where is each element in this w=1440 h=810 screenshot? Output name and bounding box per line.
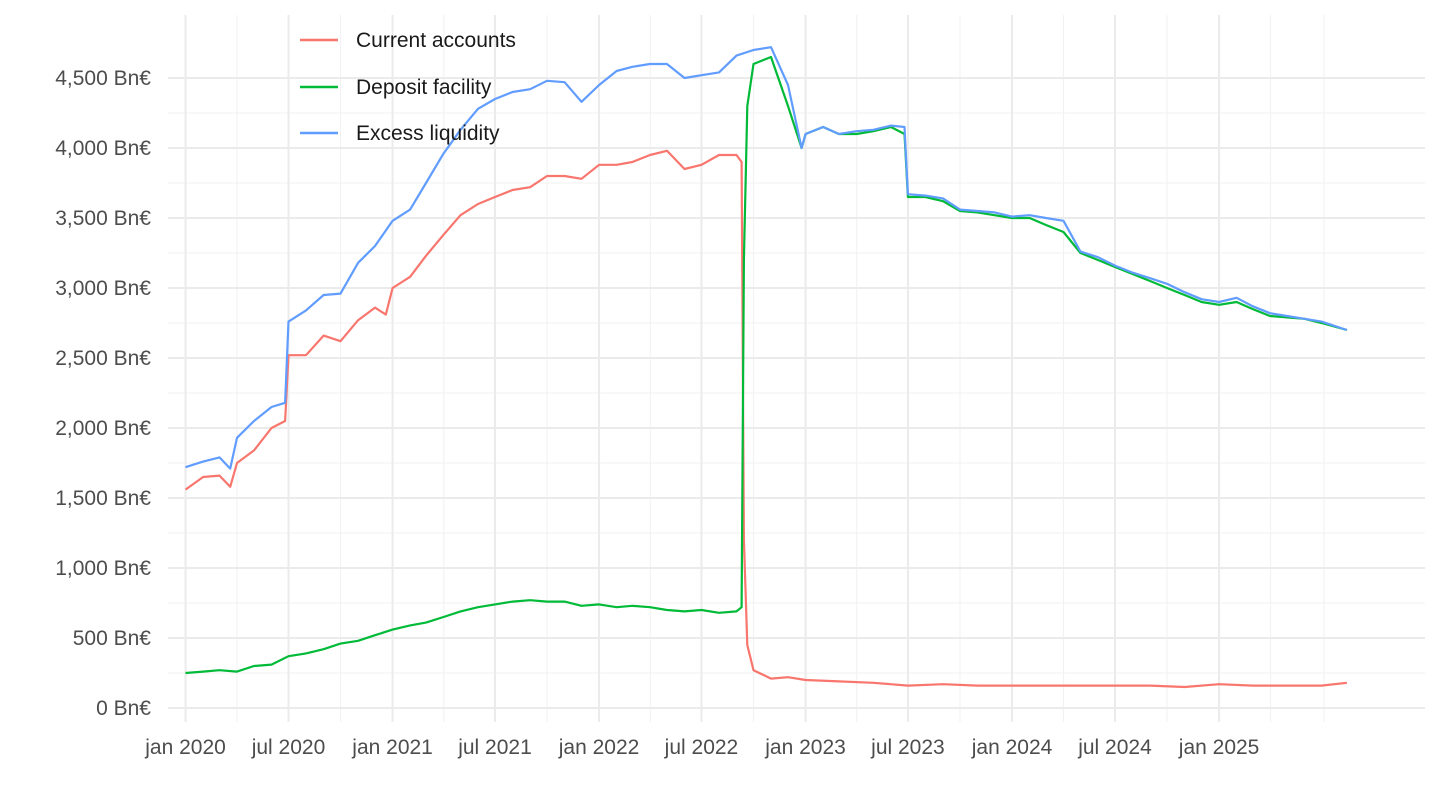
series-line-current-accounts [184, 149, 1348, 689]
y-axis-tick-labels: 0 Bn€ 500 Bn€ 1,000 Bn€ 1,500 Bn€ 2,000 Bn€ 2… [55, 67, 151, 720]
x-tick-label: jan 2024 [971, 736, 1053, 759]
x-tick-label: jan 2023 [764, 736, 846, 759]
series-lines [184, 46, 1348, 689]
legend-item-current-accounts: Current accounts [300, 29, 516, 52]
series-line-excess-liquidity [185, 46, 1348, 470]
grid [168, 15, 1425, 722]
y-tick-label: 3,000 Bn€ [55, 277, 151, 300]
y-tick-label: 500 Bn€ [73, 627, 152, 650]
legend-item-deposit-facility: Deposit facility [300, 76, 492, 99]
y-tick-label: 3,500 Bn€ [55, 207, 151, 230]
legend-label-deposit-facility: Deposit facility [356, 76, 492, 99]
x-tick-label: jan 2020 [144, 736, 226, 759]
x-tick-label: jul 2021 [457, 736, 532, 759]
x-axis-tick-labels: jan 2020 jul 2020 jan 2021 jul 2021 jan 2022… [144, 736, 1259, 759]
legend: Current accounts Deposit facility Excess… [300, 29, 516, 145]
y-tick-label: 4,500 Bn€ [55, 67, 151, 90]
series-line-deposit-facility [185, 55, 1348, 675]
y-tick-label: 2,500 Bn€ [55, 347, 151, 370]
x-tick-label: jul 2020 [251, 736, 326, 759]
x-tick-label: jan 2022 [558, 736, 640, 759]
x-tick-label: jan 2025 [1178, 736, 1260, 759]
y-tick-label: 4,000 Bn€ [55, 137, 151, 160]
legend-label-current-accounts: Current accounts [356, 29, 516, 52]
x-tick-label: jul 2022 [664, 736, 739, 759]
x-tick-label: jul 2023 [870, 736, 945, 759]
x-tick-label: jul 2024 [1077, 736, 1152, 759]
y-tick-label: 1,000 Bn€ [55, 557, 151, 580]
legend-item-excess-liquidity: Excess liquidity [300, 122, 500, 145]
y-tick-label: 1,500 Bn€ [55, 487, 151, 510]
legend-label-excess-liquidity: Excess liquidity [356, 122, 500, 145]
y-tick-label: 0 Bn€ [96, 697, 151, 720]
y-tick-label: 2,000 Bn€ [55, 417, 151, 440]
x-tick-label: jan 2021 [351, 736, 433, 759]
